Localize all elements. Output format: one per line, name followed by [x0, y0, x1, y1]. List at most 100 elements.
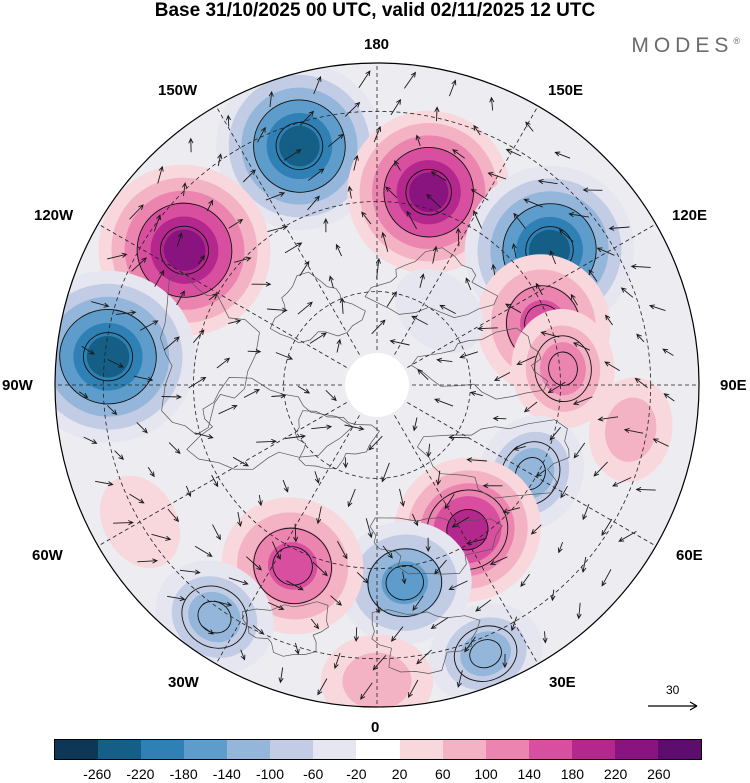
anomaly-level: [460, 631, 511, 677]
wind-arrow: [228, 219, 244, 229]
wind-arrow: [475, 599, 492, 612]
colorbar-tick-label: 20: [391, 766, 408, 782]
wind-arrow: [568, 211, 590, 218]
wind-arrow: [297, 385, 311, 394]
wind-arrow: [361, 211, 372, 225]
wind-arrow: [365, 518, 373, 539]
pole-blank: [345, 353, 409, 417]
wind-arrow: [554, 151, 571, 159]
wind-arrow: [630, 263, 651, 270]
wind-arrow: [161, 394, 182, 400]
wind-arrow: [511, 242, 517, 258]
lon-label-150e: 150E: [548, 82, 584, 99]
wind-arrow: [176, 232, 183, 247]
wind-arrow: [188, 137, 194, 153]
wind-arrow: [540, 330, 560, 338]
wind-arrow: [297, 301, 313, 315]
colorbar-cell: [614, 740, 658, 759]
wind-arrow: [107, 359, 125, 368]
wind-arrow: [271, 393, 287, 399]
lon-label-60w: 60W: [32, 547, 63, 564]
wind-arrow: [435, 470, 441, 486]
latitude-circle: [102, 110, 652, 660]
wind-arrow: [434, 559, 447, 575]
wind-arrow: [339, 297, 345, 314]
wind-arrow: [368, 435, 383, 451]
colorbar-cell: [528, 740, 572, 759]
wind-arrow: [636, 333, 645, 343]
height-contour: [82, 332, 134, 382]
wind-arrow: [560, 485, 568, 499]
wind-arrow: [523, 401, 538, 413]
wind-arrow: [106, 405, 118, 416]
wind-arrow: [371, 319, 386, 335]
wind-arrow: [337, 540, 348, 560]
wind-arrow: [194, 432, 214, 440]
wind-arrow: [491, 263, 497, 276]
wind-arrow: [520, 574, 530, 588]
wind-arrow: [163, 336, 180, 351]
lon-label-90w: 90W: [2, 377, 33, 394]
wind-arrow: [294, 642, 300, 655]
wind-arrow: [307, 168, 325, 181]
wind-arrow: [372, 655, 387, 671]
wind-arrow: [547, 381, 566, 394]
height-contour: [272, 546, 313, 586]
colorbar-cell: [55, 740, 99, 759]
wind-arrow: [312, 561, 328, 577]
anomaly-level: [446, 509, 489, 551]
wind-arrow: [323, 218, 329, 233]
wind-arrow: [206, 199, 213, 212]
wind-arrow: [426, 193, 442, 209]
coastline: [186, 377, 354, 470]
wind-arrow: [512, 445, 526, 451]
colorbar-cell: [141, 740, 185, 759]
coastline: [295, 410, 380, 470]
wind-arrow: [601, 518, 613, 536]
height-contour: [453, 625, 518, 682]
wind-arrow: [416, 649, 432, 665]
wind-arrow: [81, 345, 95, 355]
latitude-circle: [193, 201, 561, 569]
lon-label-120w: 120W: [34, 207, 74, 224]
anomaly-level: [267, 542, 318, 590]
wind-arrow: [430, 171, 447, 181]
wind-arrow: [83, 436, 98, 444]
wind-arrow: [530, 524, 542, 535]
wind-arrow: [516, 355, 536, 366]
wind-arrow: [299, 260, 310, 277]
wind-arrow: [620, 287, 634, 298]
colorbar-tick-label: -60: [303, 766, 324, 782]
graticule: [55, 63, 699, 707]
wind-arrow: [131, 257, 147, 272]
wind-arrow: [663, 393, 675, 402]
wind-arrow: [282, 479, 289, 493]
wind-arrow: [385, 186, 398, 199]
wind-arrow: [344, 101, 361, 117]
coastline: [416, 419, 570, 499]
meridian: [376, 384, 657, 547]
wind-arrow: [465, 277, 472, 291]
wind-arrow: [466, 457, 487, 463]
height-contour: [548, 351, 578, 386]
wind-arrow: [275, 352, 294, 360]
wind-arrow: [557, 541, 564, 554]
wind-arrow: [572, 342, 591, 351]
anomaly-level: [163, 229, 206, 271]
wind-arrow: [537, 178, 558, 185]
wind-arrow: [336, 338, 342, 353]
wind-arrow: [513, 212, 526, 229]
wind-arrow: [267, 601, 285, 610]
anomaly-level: [540, 342, 586, 396]
wind-arrow: [634, 377, 648, 388]
wind-arrow: [439, 304, 456, 314]
wind-arrow: [268, 90, 274, 108]
wind-arrow: [549, 250, 557, 265]
wind-arrow: [649, 304, 666, 312]
wind-arrow: [182, 182, 188, 197]
wind-arrow: [426, 443, 432, 458]
wind-arrow: [448, 580, 468, 590]
anomaly-blob: [347, 110, 511, 274]
height-contour: [405, 168, 452, 216]
wind-arrow: [373, 125, 382, 143]
